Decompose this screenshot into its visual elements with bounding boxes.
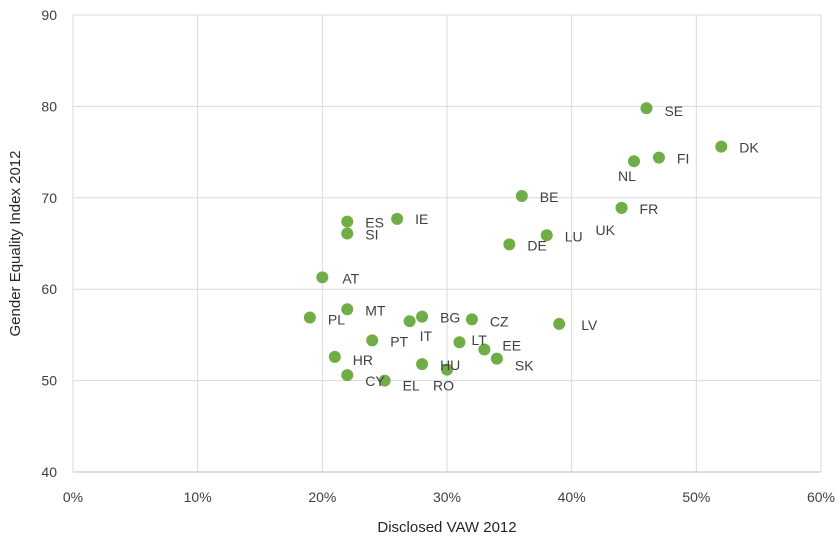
point-label: BG xyxy=(440,310,460,326)
data-point xyxy=(328,350,341,363)
point-label: ES xyxy=(365,215,384,231)
data-point xyxy=(715,140,728,153)
point-label: HU xyxy=(440,357,460,373)
point-label: EL xyxy=(403,378,420,394)
point-label: CZ xyxy=(490,313,509,329)
point-label: LT xyxy=(471,332,487,348)
data-point xyxy=(366,334,379,347)
point-label: SK xyxy=(515,358,534,374)
point-label: RO xyxy=(433,378,454,394)
data-point xyxy=(341,227,354,240)
data-point xyxy=(515,189,528,202)
data-point xyxy=(416,358,429,371)
y-axis-ticks: 40 50 60 70 80 90 xyxy=(41,7,57,480)
point-label: LU xyxy=(565,228,583,244)
point-label: AT xyxy=(342,270,359,286)
data-point xyxy=(303,311,316,324)
y-tick-label: 70 xyxy=(41,190,57,206)
x-tick-label: 50% xyxy=(682,489,710,505)
point-label: IE xyxy=(415,211,428,227)
x-tick-label: 40% xyxy=(558,489,586,505)
y-axis-title: Gender Equality Index 2012 xyxy=(7,151,24,337)
point-label: CY xyxy=(365,373,385,389)
point-label: DK xyxy=(739,140,759,156)
point-label: NL xyxy=(618,168,636,184)
point-label: IT xyxy=(420,328,433,344)
point-label: HR xyxy=(353,352,373,368)
x-tick-label: 10% xyxy=(184,489,212,505)
data-point xyxy=(628,155,640,168)
point-label: PT xyxy=(390,333,408,349)
data-point xyxy=(453,336,466,349)
data-point xyxy=(490,352,503,365)
data-point xyxy=(465,313,478,326)
data-point xyxy=(403,315,416,328)
point-label: FR xyxy=(640,201,659,217)
data-point xyxy=(652,151,665,164)
grid-lines xyxy=(72,14,822,473)
data-point xyxy=(341,303,354,316)
data-point xyxy=(478,343,491,356)
point-labels: SE DK FI NL BE FR UK ES IE SI LU DE AT MT PL BG CZ IT LV PT… xyxy=(328,103,760,393)
point-label: DE xyxy=(527,237,546,253)
data-point xyxy=(378,374,391,387)
point-label: UK xyxy=(596,222,616,238)
data-point xyxy=(416,310,429,323)
point-label: PL xyxy=(328,312,345,328)
x-tick-label: 30% xyxy=(433,489,461,505)
x-tick-label: 60% xyxy=(807,489,835,505)
point-label: FI xyxy=(677,151,689,167)
y-tick-label: 60 xyxy=(41,281,57,297)
data-point xyxy=(540,229,553,242)
data-point xyxy=(391,212,404,225)
data-point xyxy=(615,201,628,214)
point-label: SE xyxy=(664,103,683,119)
x-axis-title: Disclosed VAW 2012 xyxy=(377,519,516,536)
point-label: EE xyxy=(502,338,521,354)
x-axis-ticks: 0% 10% 20% 30% 40% 50% 60% xyxy=(63,489,835,505)
x-tick-label: 0% xyxy=(63,489,83,505)
y-tick-label: 50 xyxy=(41,373,57,389)
data-point xyxy=(341,215,354,228)
data-point xyxy=(503,238,516,251)
y-tick-label: 90 xyxy=(41,7,57,23)
data-points xyxy=(303,102,728,387)
plot-frame xyxy=(72,15,821,473)
point-label: MT xyxy=(365,302,386,318)
data-point xyxy=(640,102,653,115)
point-label: SI xyxy=(365,226,378,242)
data-point xyxy=(553,317,566,330)
y-tick-label: 80 xyxy=(41,98,57,114)
x-tick-label: 20% xyxy=(308,489,336,505)
y-tick-label: 40 xyxy=(41,464,57,480)
point-label: LV xyxy=(581,317,598,333)
data-point xyxy=(441,363,453,376)
point-label: BE xyxy=(540,189,559,205)
data-point xyxy=(341,369,354,382)
data-point xyxy=(316,271,329,284)
